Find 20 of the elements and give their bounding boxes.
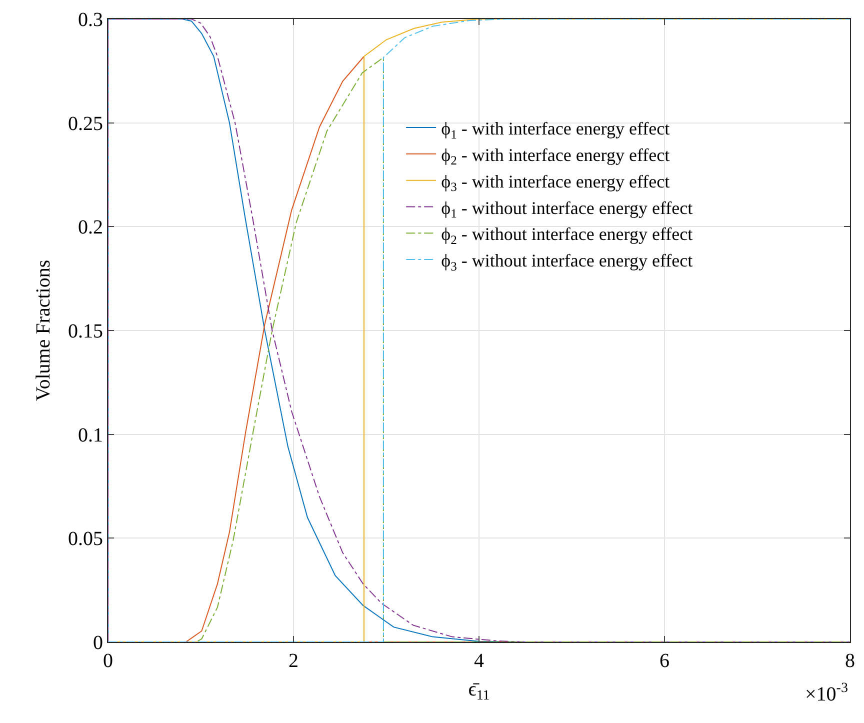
- y-tick-label: 0: [93, 632, 103, 654]
- y-tick-label: 0.15: [68, 320, 103, 342]
- legend-label: ϕ$_{3}$ - with interface energy effect: [441, 171, 670, 194]
- y-tick-label: 0.25: [68, 112, 103, 135]
- y-tick-label: 0.1: [78, 424, 103, 446]
- y-tick-label: 0.3: [78, 9, 103, 31]
- y-tick-label: 0.2: [78, 216, 103, 239]
- x-tick-label: 4: [474, 650, 484, 672]
- y-axis-title: Volume Fractions: [32, 260, 54, 402]
- legend-label: ϕ$_{2}$ - without interface energy effect: [441, 224, 693, 247]
- legend-label: ϕ$_{1}$ - without interface energy effect: [441, 198, 693, 221]
- legend-label: ϕ$_{1}$ - with interface energy effect: [441, 118, 670, 142]
- x-tick-label: 2: [288, 650, 298, 672]
- legend-label: ϕ$_{2}$ - with interface energy effect: [441, 144, 670, 168]
- text: ×10$^{-3}$: [805, 681, 848, 706]
- y-tick-label: 0.05: [68, 528, 103, 550]
- legend-label: ϕ$_{3}$ - without interface energy effect: [441, 250, 693, 274]
- x-tick-label: 8: [845, 650, 855, 672]
- x-axis-title: ϵ̄$_{11}$: [468, 678, 490, 704]
- x-tick-label: 6: [660, 650, 670, 672]
